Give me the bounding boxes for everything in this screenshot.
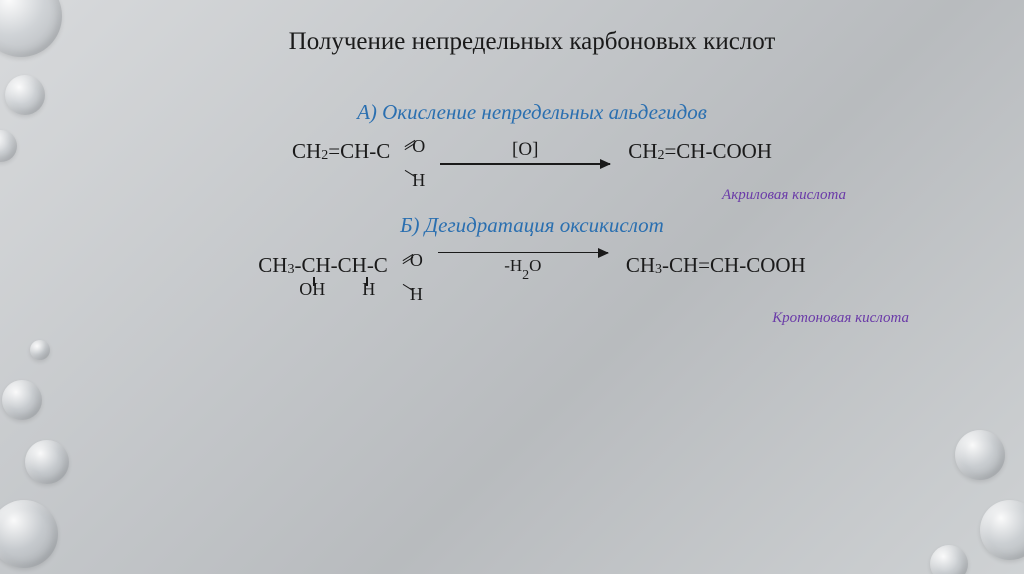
arrow-line-icon (440, 163, 610, 165)
h-substituent: H (362, 279, 375, 300)
sub: 2 (321, 148, 328, 164)
aldehyde-o: O (412, 136, 425, 157)
arrow-line-icon (438, 252, 608, 254)
aldehyde-h: H (410, 284, 423, 305)
section-b: Б) Дегидратация оксикислот CH3-CH-CH-C O… (120, 213, 944, 281)
reaction-a-wrap: CH2=CH-C O H [O] CH2=CH-COOH Акрилова (120, 139, 944, 165)
sub: 3 (287, 262, 294, 278)
txt: CH (292, 139, 321, 164)
txt: O (529, 256, 541, 275)
arrow-b: -H2O (438, 252, 608, 281)
arrow-a: [O] (440, 139, 610, 165)
sub: 3 (655, 262, 662, 278)
txt: CH (258, 253, 287, 278)
txt: =CH-COOH (664, 139, 772, 164)
section-a: А) Окисление непредельных альдегидов CH2… (120, 100, 944, 165)
arrow-a-condition: [O] (512, 139, 538, 161)
txt: -CH-CH-C (294, 253, 387, 278)
product-b-name: Кротоновая кислота (772, 310, 909, 327)
oh-substituent: OH (299, 279, 325, 300)
slide-title: Получение непредельных карбоновых кислот (120, 28, 944, 56)
txt: CH (626, 253, 655, 278)
reaction-a: CH2=CH-C O H [O] CH2=CH-COOH (120, 139, 944, 165)
product-a: CH2=CH-COOH (628, 139, 772, 164)
reaction-b-wrap: CH3-CH-CH-C O H OH H -H2O (120, 252, 944, 281)
txt: CH (628, 139, 657, 164)
aldehyde-h: H (412, 170, 425, 191)
txt: -H (504, 256, 522, 275)
arrow-b-condition: -H2O (504, 256, 541, 280)
sub: 2 (522, 268, 529, 283)
slide-content: Получение непредельных карбоновых кислот… (0, 0, 1024, 574)
section-a-label: А) Окисление непредельных альдегидов (120, 100, 944, 125)
aldehyde-o: O (410, 250, 423, 271)
product-a-name: Акриловая кислота (722, 187, 846, 204)
txt: -CH=CH-COOH (662, 253, 806, 278)
reactant-a: CH2=CH-C O H (292, 139, 392, 164)
txt: =CH-C (328, 139, 390, 164)
reaction-b: CH3-CH-CH-C O H OH H -H2O (120, 252, 944, 281)
sub: 2 (657, 148, 664, 164)
reactant-b: CH3-CH-CH-C O H OH H (258, 253, 390, 278)
section-b-label: Б) Дегидратация оксикислот (120, 213, 944, 238)
product-b: CH3-CH=CH-COOH (626, 253, 806, 278)
